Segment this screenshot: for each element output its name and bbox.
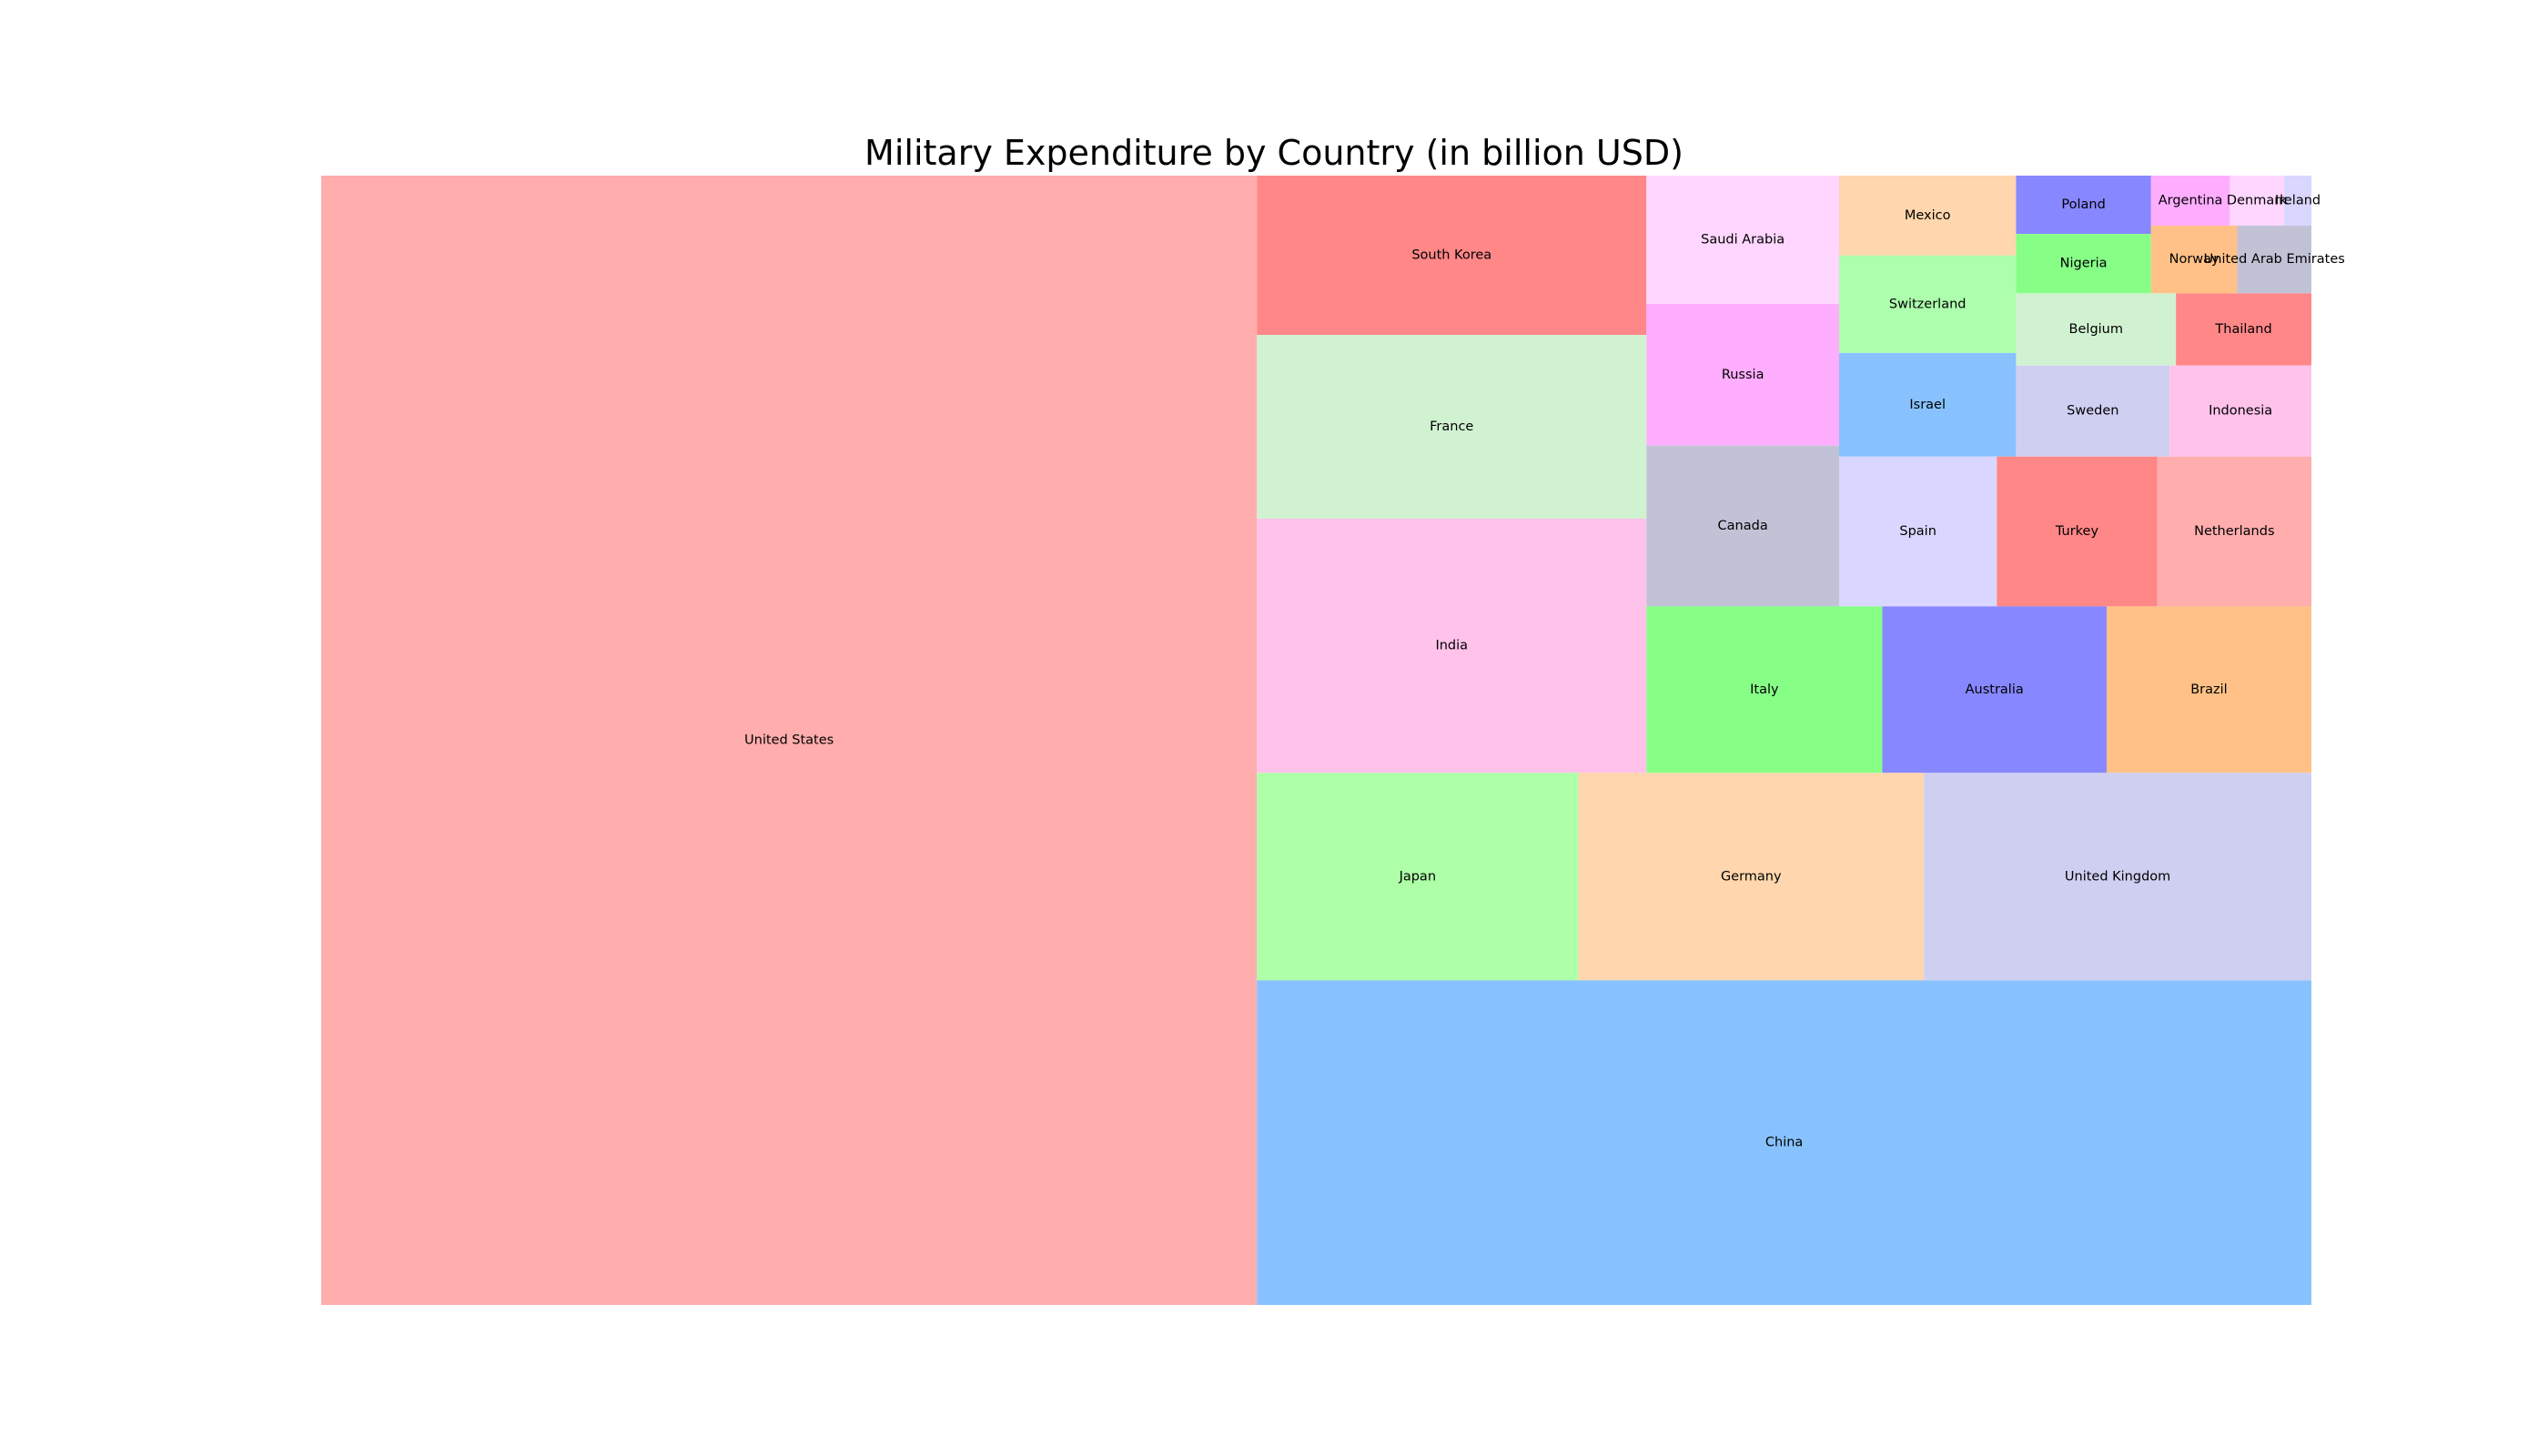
- treemap-label-poland: Poland: [2061, 197, 2105, 212]
- treemap-label-turkey: Turkey: [2055, 524, 2099, 539]
- treemap-label-south-korea: South Korea: [1411, 248, 1491, 263]
- treemap-label-ireland: Ireland: [2275, 193, 2320, 207]
- treemap-cell-italy: [1646, 606, 1883, 774]
- treemap-label-australia: Australia: [1966, 682, 2024, 697]
- treemap-label-mexico: Mexico: [1905, 208, 1951, 223]
- treemap-cell-turkey: [1997, 456, 2158, 607]
- treemap-cell-thailand: [2176, 293, 2311, 366]
- treemap-cell-indonesia: [2169, 365, 2311, 457]
- treemap-cell-netherlands: [2157, 456, 2311, 607]
- treemap-cell-nigeria: [2016, 234, 2151, 294]
- treemap-label-israel: Israel: [1909, 398, 1946, 412]
- treemap-cell-germany: [1578, 773, 1925, 981]
- treemap-label-japan: Japan: [1399, 869, 1436, 884]
- treemap-cell-poland: [2016, 176, 2151, 235]
- treemap-label-france: France: [1430, 420, 1473, 434]
- treemap-cell-india: [1257, 519, 1647, 774]
- chart-title: Military Expenditure by Country (in bill…: [864, 133, 1684, 173]
- treemap-label-russia: Russia: [1722, 368, 1764, 382]
- treemap-label-switzerland: Switzerland: [1889, 297, 1967, 311]
- treemap-label-nigeria: Nigeria: [2060, 257, 2108, 271]
- treemap-label-belgium: Belgium: [2069, 322, 2123, 337]
- treemap-cell-united-states: [321, 176, 1258, 1305]
- treemap-cell-canada: [1646, 445, 1839, 607]
- treemap-label-spain: Spain: [1899, 524, 1936, 539]
- treemap-label-united-kingdom: United Kingdom: [2065, 869, 2170, 884]
- treemap-cell-saudi-arabia: [1646, 176, 1839, 305]
- treemap-label-germany: Germany: [1721, 869, 1782, 884]
- treemap-label-china: China: [1765, 1136, 1803, 1150]
- treemap-label-india: India: [1435, 639, 1468, 653]
- treemap-cell-south-korea: [1257, 176, 1647, 336]
- treemap-cell-france: [1257, 335, 1647, 519]
- treemap-cell-australia: [1882, 606, 2107, 774]
- treemap-cell-united-arab-emirates: [2237, 225, 2311, 294]
- treemap-cell-norway: [2150, 225, 2238, 294]
- treemap-cell-denmark: [2230, 176, 2285, 226]
- treemap-label-netherlands: Netherlands: [2194, 524, 2274, 539]
- treemap-label-italy: Italy: [1750, 682, 1779, 697]
- treemap-label-argentina: Argentina: [2159, 193, 2223, 207]
- treemap-cell-brazil: [2106, 606, 2311, 774]
- treemap-label-united-states: United States: [744, 733, 834, 748]
- treemap-cell-israel: [1838, 352, 2017, 457]
- treemap-cell-russia: [1646, 304, 1839, 446]
- treemap-cell-sweden: [2016, 365, 2170, 457]
- treemap-label-saudi-arabia: Saudi Arabia: [1701, 233, 1785, 248]
- treemap-cell-argentina: [2150, 176, 2230, 226]
- treemap-cell-japan: [1257, 773, 1579, 981]
- treemap-label-indonesia: Indonesia: [2209, 404, 2272, 419]
- treemap-cell-china: [1257, 980, 2311, 1305]
- treemap-label-norway: Norway: [2169, 252, 2219, 267]
- treemap-label-brazil: Brazil: [2190, 682, 2227, 697]
- treemap-label-denmark: Denmark: [2227, 193, 2288, 207]
- treemap-cell-ireland: [2284, 176, 2311, 226]
- treemap-cell-spain: [1838, 456, 1997, 607]
- treemap-cell-united-kingdom: [1924, 773, 2311, 981]
- treemap-cell-belgium: [2016, 293, 2177, 366]
- treemap-label-thailand: Thailand: [2214, 322, 2271, 337]
- treemap-label-canada: Canada: [1718, 519, 1768, 533]
- treemap-label-sweden: Sweden: [2067, 404, 2118, 419]
- treemap-label-united-arab-emirates: United Arab Emirates: [2204, 252, 2345, 267]
- treemap-cell-mexico: [1838, 176, 2017, 256]
- treemap-cell-switzerland: [1838, 255, 2017, 353]
